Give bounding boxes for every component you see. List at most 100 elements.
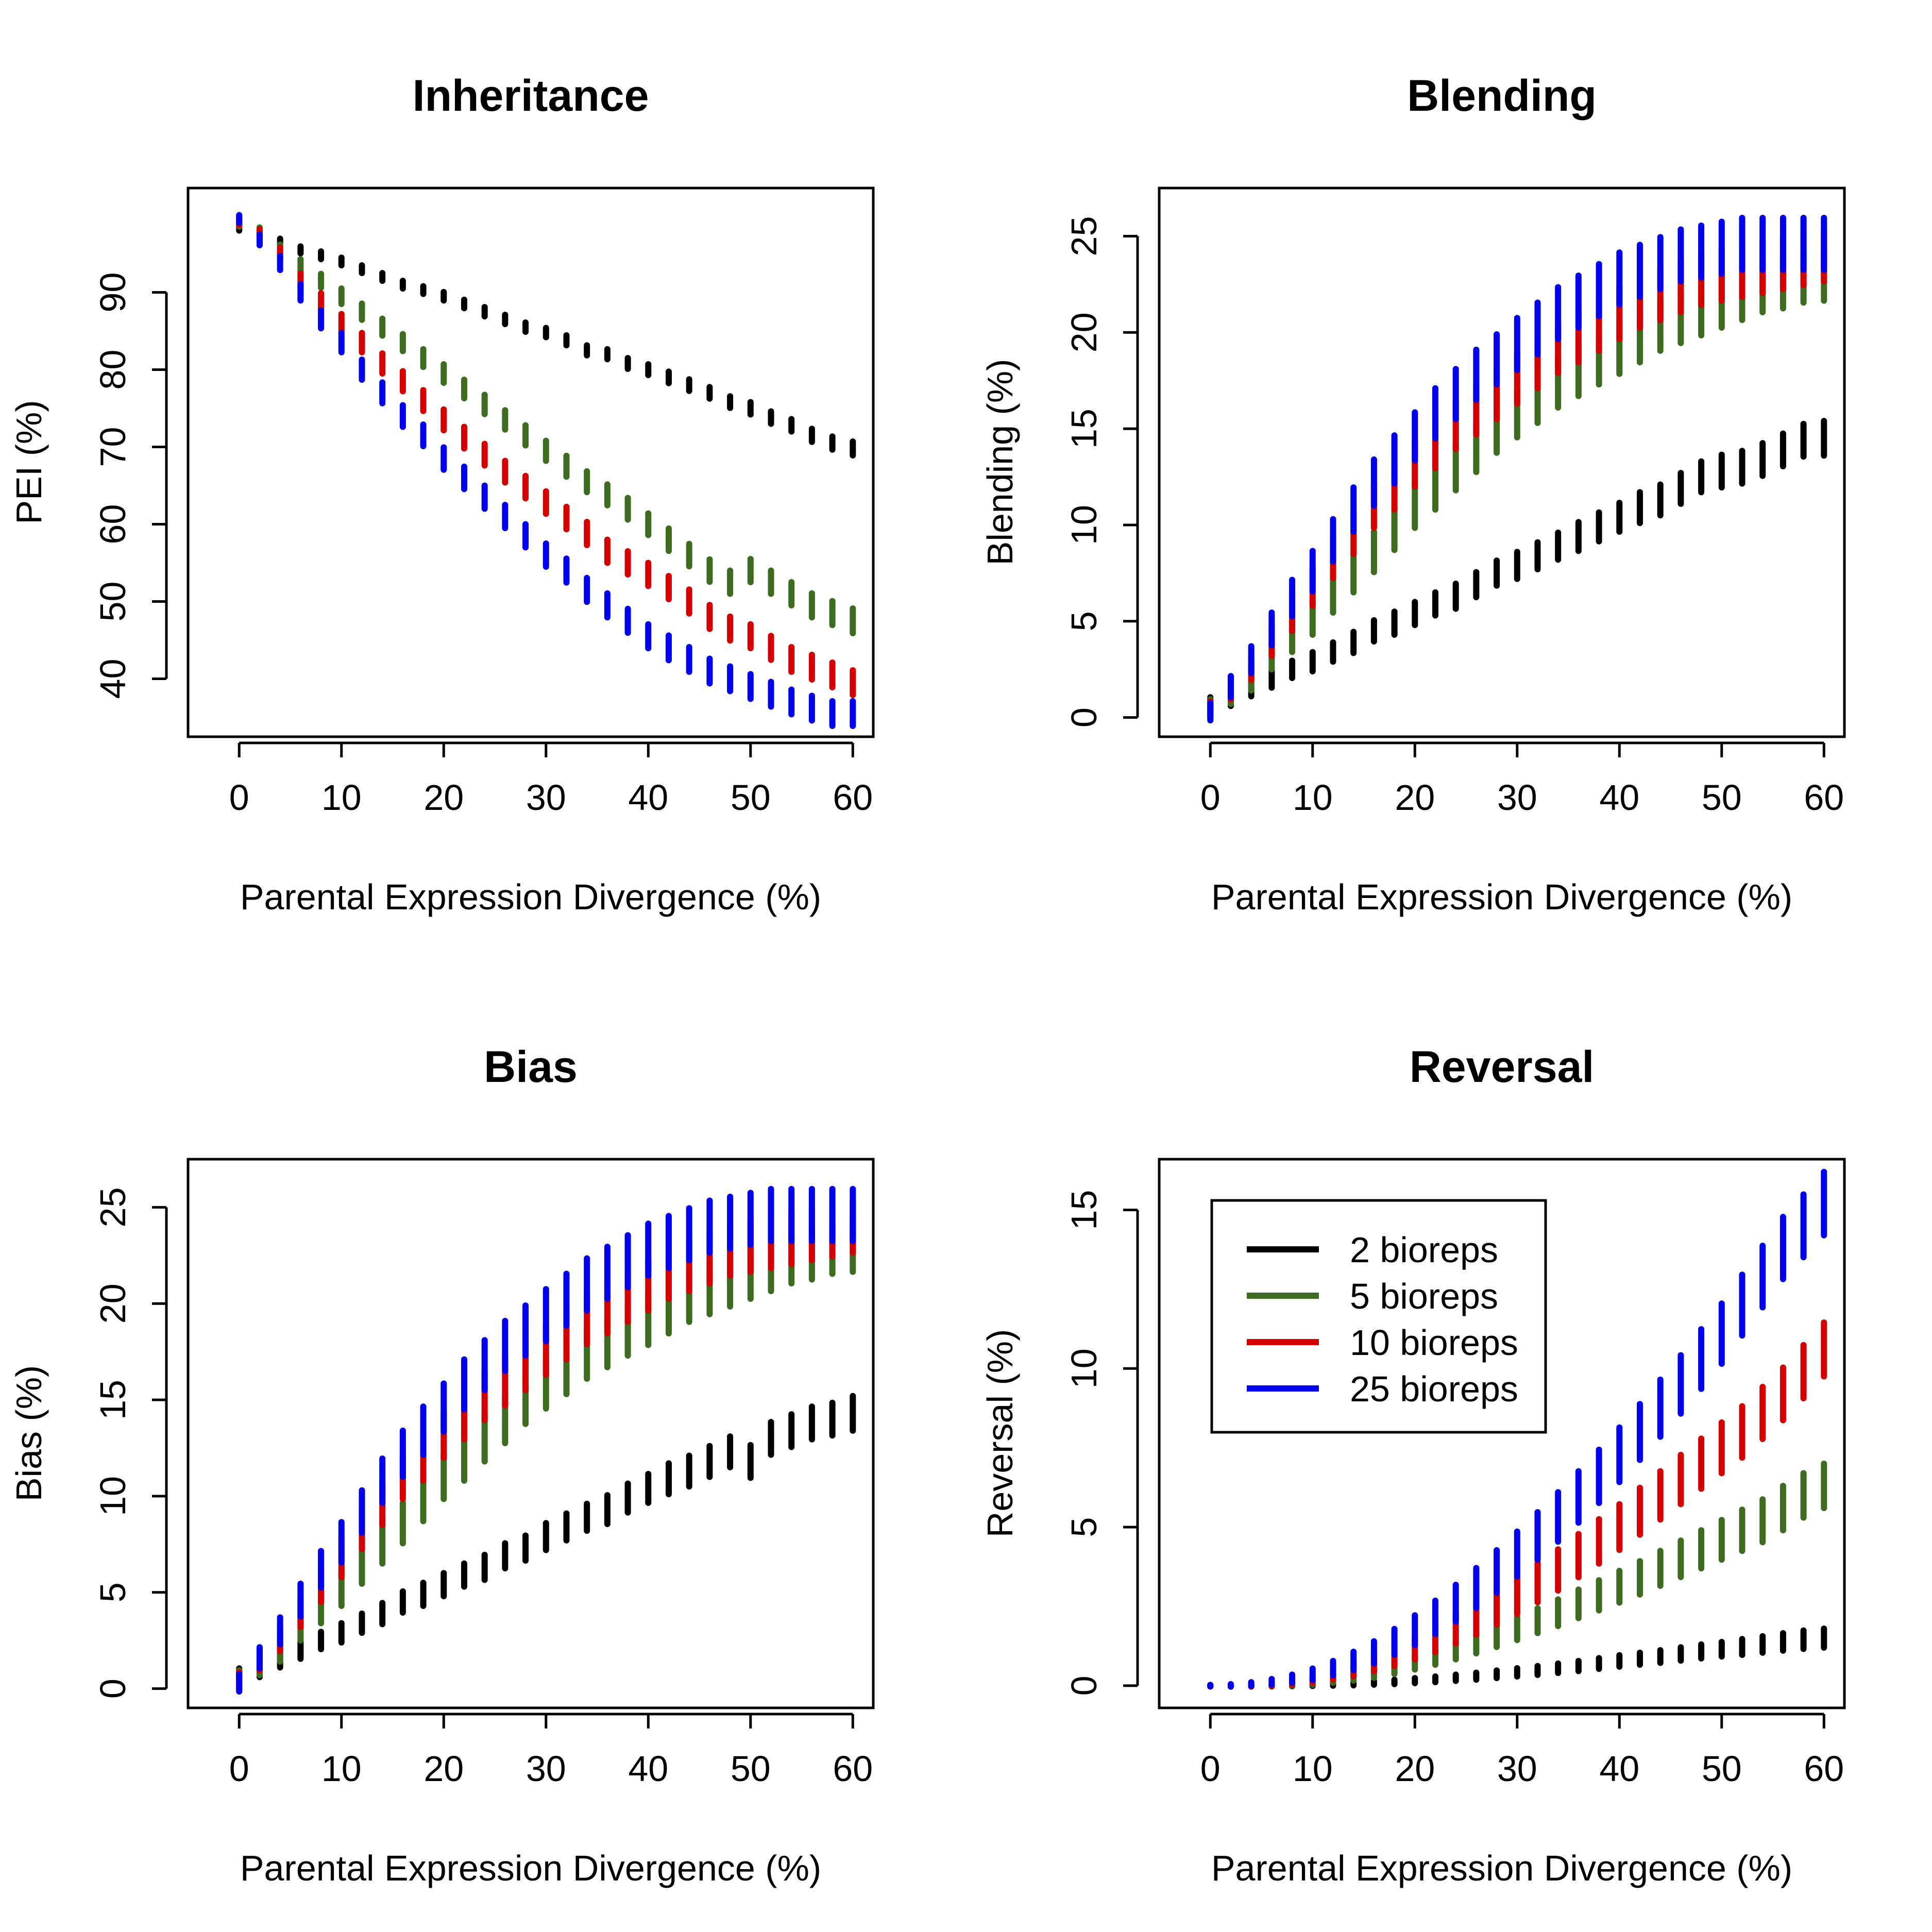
legend-label: 2 bioreps <box>1350 1230 1498 1270</box>
series-25-bioreps <box>1207 214 1827 724</box>
series-2-bioreps <box>1207 1625 1827 1690</box>
y-tick-label: 5 <box>93 1582 133 1602</box>
x-tick-label: 60 <box>1804 777 1844 818</box>
x-tick-label: 10 <box>321 1749 362 1789</box>
series-25-bioreps <box>236 212 856 729</box>
y-tick-label: 5 <box>1064 611 1104 631</box>
x-tick-label: 50 <box>731 777 771 818</box>
plot-frame <box>1158 187 1846 738</box>
x-axis: 0 10 20 30 40 50 60 <box>1200 1713 1844 1789</box>
legend-label: 5 bioreps <box>1350 1276 1498 1316</box>
y-tick-label: 20 <box>93 1283 133 1324</box>
x-tick-label: 40 <box>1599 777 1639 818</box>
data-marks <box>236 212 856 729</box>
y-tick-label: 15 <box>93 1380 133 1420</box>
y-tick-label: 25 <box>93 1187 133 1227</box>
x-tick-label: 10 <box>1293 1749 1333 1789</box>
y-tick-label: 0 <box>1064 707 1104 727</box>
legend-label: 10 bioreps <box>1350 1323 1518 1363</box>
x-tick-label: 60 <box>1804 1749 1844 1789</box>
series-2-bioreps <box>1207 418 1827 718</box>
series-10-bioreps <box>236 214 856 698</box>
y-axis-label: Reversal (%) <box>980 1329 1020 1538</box>
y-axis-label: Blending (%) <box>980 359 1020 566</box>
y-axis: 0 5 10 15 20 25 <box>93 1187 168 1699</box>
y-tick-label: 60 <box>93 504 133 545</box>
series-5-bioreps <box>236 216 856 636</box>
x-tick-label: 20 <box>423 1749 464 1789</box>
series-10-bioreps <box>1207 226 1827 722</box>
y-axis: 0 5 10 15 <box>1064 1190 1139 1696</box>
y-tick-label: 0 <box>1064 1675 1104 1696</box>
x-tick-label: 30 <box>526 1749 566 1789</box>
x-tick-label: 60 <box>833 777 873 818</box>
x-axis: 0 10 20 30 40 50 60 <box>229 741 873 818</box>
y-tick-label: 20 <box>1064 312 1104 352</box>
y-axis-label: PEI (%) <box>9 400 49 524</box>
series-10-bioreps <box>236 1197 856 1693</box>
panel-title: Bias <box>484 1042 578 1092</box>
legend: 2 bioreps 5 bioreps 10 bioreps 25 biorep… <box>1210 1199 1547 1434</box>
x-tick-label: 10 <box>321 777 362 818</box>
series-2-bioreps <box>236 1393 856 1689</box>
legend-box <box>1210 1199 1547 1434</box>
x-axis-label: Parental Expression Divergence (%) <box>1211 1848 1792 1888</box>
y-tick-label: 10 <box>1064 505 1104 545</box>
x-tick-label: 10 <box>1293 777 1333 818</box>
x-axis-label: Parental Expression Divergence (%) <box>240 1848 821 1888</box>
y-axis-label: Bias (%) <box>9 1365 49 1501</box>
y-tick-label: 5 <box>1064 1517 1104 1537</box>
x-tick-label: 60 <box>833 1749 873 1789</box>
x-tick-label: 20 <box>1395 1749 1435 1789</box>
x-tick-label: 40 <box>1599 1749 1639 1789</box>
y-tick-label: 15 <box>1064 1190 1104 1230</box>
panel-title: Inheritance <box>413 71 649 121</box>
x-tick-label: 0 <box>1200 1749 1221 1789</box>
panel-reversal: Reversal 0 10 20 30 40 50 60 0 5 10 15 Parental E… <box>980 1042 1846 1888</box>
plot-frame <box>187 187 875 738</box>
plot-frame <box>187 1158 875 1709</box>
x-tick-label: 0 <box>229 777 249 818</box>
y-tick-label: 70 <box>93 427 133 467</box>
y-tick-label: 50 <box>93 582 133 622</box>
y-tick-label: 25 <box>1064 216 1104 256</box>
x-tick-label: 50 <box>731 1749 771 1789</box>
series-2-bioreps <box>236 219 856 459</box>
x-tick-label: 40 <box>628 1749 668 1789</box>
series-25-bioreps <box>236 1185 856 1695</box>
series-25-bioreps <box>1207 1168 1827 1690</box>
x-tick-label: 50 <box>1702 777 1742 818</box>
panel-inheritance: Inheritance 0 10 20 30 40 50 60 40 50 60 70 80 90 P… <box>9 71 875 917</box>
y-tick-label: 40 <box>93 659 133 699</box>
y-axis: 40 50 60 70 80 90 <box>93 273 168 699</box>
x-tick-label: 0 <box>229 1749 249 1789</box>
panel-blending: Blending 0 10 20 30 40 50 60 0 5 10 15 20 25 Parent… <box>980 71 1846 917</box>
data-marks <box>1207 1168 1827 1690</box>
x-tick-label: 30 <box>526 777 566 818</box>
x-tick-label: 20 <box>423 777 464 818</box>
x-axis: 0 10 20 30 40 50 60 <box>229 1713 873 1789</box>
legend-label: 25 bioreps <box>1350 1369 1518 1409</box>
x-axis-label: Parental Expression Divergence (%) <box>240 877 821 917</box>
panel-title: Blending <box>1407 71 1597 121</box>
x-tick-label: 30 <box>1497 1749 1537 1789</box>
y-tick-label: 10 <box>93 1476 133 1516</box>
x-axis: 0 10 20 30 40 50 60 <box>1200 741 1844 818</box>
data-marks <box>236 1185 856 1695</box>
panel-title: Reversal <box>1410 1042 1595 1092</box>
x-tick-label: 40 <box>628 777 668 818</box>
x-axis-label: Parental Expression Divergence (%) <box>1211 877 1792 917</box>
x-tick-label: 0 <box>1200 777 1221 818</box>
data-marks <box>1207 214 1827 724</box>
x-tick-label: 30 <box>1497 777 1537 818</box>
x-tick-label: 20 <box>1395 777 1435 818</box>
panel-bias: Bias 0 10 20 30 40 50 60 0 5 10 15 20 25 Parental E… <box>9 1042 875 1888</box>
y-tick-label: 80 <box>93 350 133 390</box>
y-tick-label: 10 <box>1064 1348 1104 1388</box>
y-tick-label: 0 <box>93 1679 133 1699</box>
y-tick-label: 15 <box>1064 409 1104 449</box>
x-tick-label: 50 <box>1702 1749 1742 1789</box>
y-tick-label: 90 <box>93 273 133 313</box>
y-axis: 0 5 10 15 20 25 <box>1064 216 1139 727</box>
